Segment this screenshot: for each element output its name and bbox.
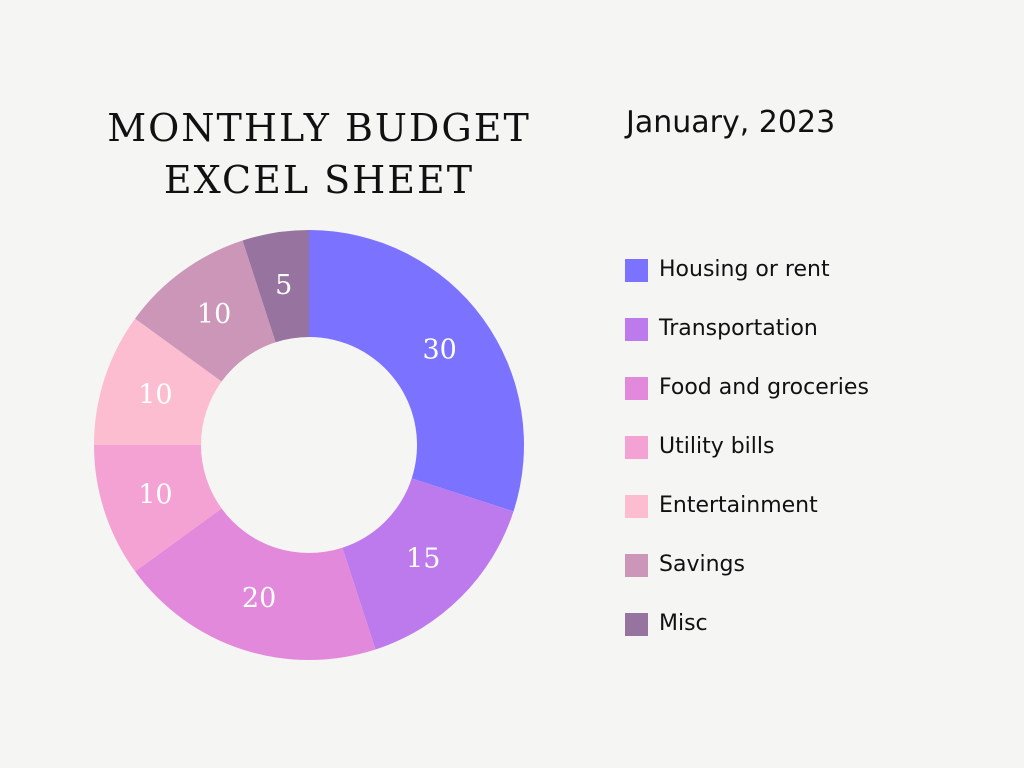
slice-value-label: 15 <box>406 544 440 575</box>
legend-label: Food and groceries <box>659 375 869 400</box>
legend-label: Transportation <box>659 316 818 341</box>
legend-swatch <box>625 436 648 459</box>
legend-swatch <box>625 554 648 577</box>
slice-transportation <box>342 478 514 650</box>
slice-value-label: 20 <box>242 583 276 614</box>
slice-savings <box>135 240 276 382</box>
slice-value-label: 10 <box>197 299 231 330</box>
legend-swatch <box>625 259 648 282</box>
slice-misc <box>242 230 309 343</box>
legend-label: Misc <box>659 611 708 636</box>
chart-subtitle: January, 2023 <box>626 105 836 140</box>
legend-label: Utility bills <box>659 434 775 459</box>
legend-label: Entertainment <box>659 493 818 518</box>
donut-chart: 30 15 20 10 10 10 5 <box>94 230 525 661</box>
legend-swatch <box>625 318 648 341</box>
chart-title-line-2: EXCEL SHEET <box>163 158 475 202</box>
legend-swatch <box>625 377 648 400</box>
slice-food-and-groceries <box>135 508 376 661</box>
chart-title-line-1: MONTHLY BUDGET <box>107 106 531 150</box>
legend-swatch <box>625 495 648 518</box>
slice-value-label: 30 <box>422 335 456 366</box>
slice-utility-bills <box>94 445 222 572</box>
legend-swatch <box>625 613 648 636</box>
slice-value-label: 5 <box>275 270 292 301</box>
legend-label: Housing or rent <box>659 257 830 282</box>
slice-entertainment <box>94 318 222 445</box>
slice-value-label: 10 <box>138 380 172 411</box>
slice-housing-or-rent <box>309 230 525 512</box>
slice-value-label: 10 <box>138 479 172 510</box>
legend-label: Savings <box>659 552 745 577</box>
